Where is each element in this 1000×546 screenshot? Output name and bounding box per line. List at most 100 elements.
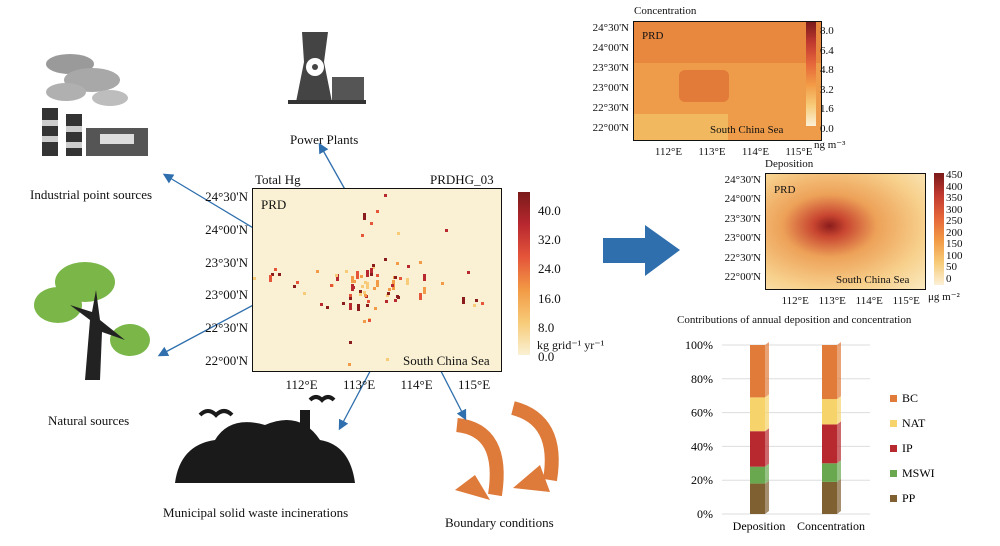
- emission-cell: [385, 293, 389, 297]
- legend-label: NAT: [902, 416, 926, 430]
- lat-tick: 23°30'N: [724, 212, 761, 225]
- bar-side: [765, 428, 769, 467]
- y-tick: 60%: [691, 406, 713, 420]
- emission-cell: [372, 266, 376, 269]
- emission-cell: [391, 283, 395, 287]
- colorbar-tick: 150: [946, 238, 963, 251]
- bar-segment-nat: [750, 397, 765, 432]
- emission-cell: [373, 306, 377, 310]
- big-right-arrow: [603, 225, 680, 276]
- emission-cell: [329, 283, 333, 287]
- emission-cell: [271, 273, 275, 277]
- y-tick: 100%: [685, 338, 713, 352]
- colorbar-tick: 16.0: [538, 290, 561, 306]
- lon-tick: 113°E: [818, 295, 846, 307]
- emission-cell: [269, 275, 272, 283]
- waste-incineration-icon: [175, 395, 355, 483]
- industrial-label: Industrial point sources: [30, 187, 153, 202]
- legend-label: BC: [902, 391, 918, 405]
- natural-label: Natural sources: [48, 413, 130, 428]
- emission-cell: [356, 274, 360, 278]
- emission-cell: [406, 264, 410, 268]
- colorbar-tick: 6.4: [820, 44, 834, 57]
- emission-cell: [362, 212, 366, 220]
- emission-cell: [384, 300, 388, 304]
- legend-label: PP: [902, 491, 916, 505]
- bar-segment-bc: [750, 345, 765, 398]
- main-colorbar-unit: kg grid⁻¹ yr⁻¹: [537, 338, 605, 352]
- colorbar-tick: 450: [946, 169, 963, 181]
- emission-cell: [253, 276, 257, 280]
- emission-cell: [394, 299, 398, 303]
- region-label: PRD: [642, 30, 664, 42]
- colorbar-tick: 8.0: [538, 319, 555, 335]
- emission-cell: [376, 273, 380, 277]
- emission-cell: [360, 233, 364, 237]
- bar-segment-mswi: [750, 466, 765, 484]
- boundary-label: Boundary conditions: [445, 515, 554, 530]
- emission-cell: [384, 194, 388, 198]
- emission-cell: [367, 319, 371, 323]
- emission-cell: [393, 276, 397, 280]
- emission-cell: [358, 292, 362, 296]
- emission-cell: [359, 275, 363, 279]
- colorbar-tick: 350: [946, 192, 963, 205]
- lon-tick: 113°E: [698, 146, 726, 158]
- region-label: PRD: [261, 197, 287, 212]
- bar-segment-bc: [822, 345, 837, 400]
- emission-cell: [386, 358, 390, 362]
- lon-tick: 115°E: [458, 377, 491, 392]
- bar-segment-ip: [750, 431, 765, 467]
- lon-tick: 115°E: [892, 295, 920, 307]
- emission-cell: [341, 301, 345, 305]
- emission-cell: [384, 258, 388, 262]
- power-plants-label: Power Plants: [290, 132, 359, 147]
- lon-tick: 112°E: [654, 146, 683, 158]
- emission-cell: [320, 303, 324, 307]
- colorbar-tick: 250: [946, 215, 963, 228]
- mswi-label: Municipal solid waste incinerations: [163, 505, 349, 520]
- lat-tick: 23°30'N: [592, 62, 629, 74]
- emission-cell: [366, 303, 370, 307]
- lat-tick: 23°00'N: [205, 287, 248, 303]
- y-tick: 0%: [697, 507, 713, 521]
- emission-cell: [365, 269, 369, 277]
- emission-cell: [356, 270, 360, 274]
- emission-cell: [364, 280, 368, 284]
- emission-cell: [395, 295, 399, 299]
- bar-side: [837, 396, 841, 425]
- colorbar-tick: 100: [946, 249, 963, 262]
- colorbar-tick: 0: [946, 273, 952, 285]
- y-tick: 80%: [691, 372, 713, 386]
- region-label: PRD: [774, 184, 796, 196]
- lon-tick: 114°E: [400, 377, 433, 392]
- emission-cell: [348, 341, 352, 345]
- emission-cell: [396, 261, 400, 265]
- lat-tick: 24°00'N: [205, 221, 248, 237]
- emission-cell: [360, 285, 364, 289]
- emission-cell: [335, 273, 339, 281]
- lat-tick: 22°00'N: [205, 353, 248, 368]
- emission-cell: [372, 264, 376, 268]
- legend-swatch: [890, 495, 897, 502]
- emission-cell: [387, 292, 391, 296]
- colorbar-tick: 300: [946, 203, 963, 216]
- colorbar-tick: 8.0: [820, 25, 834, 37]
- lon-tick: 112°E: [285, 377, 318, 392]
- emission-cell: [362, 320, 366, 324]
- emission-cell: [440, 281, 444, 285]
- bar-segment-nat: [822, 399, 837, 425]
- sea-label: South China Sea: [710, 124, 784, 136]
- emission-cell: [278, 272, 282, 276]
- emission-cell: [372, 286, 376, 290]
- lat-tick: 24°00'N: [592, 42, 629, 54]
- emission-cell: [357, 303, 361, 311]
- bar-segment-ip: [822, 424, 837, 464]
- colorbar-tick: 32.0: [538, 232, 561, 248]
- concentration-colorbar: [806, 22, 816, 126]
- lat-tick: 23°00'N: [724, 232, 761, 245]
- concentration-title: Concentration: [634, 5, 697, 17]
- emission-cell: [444, 229, 448, 233]
- tree-icon: [34, 262, 150, 380]
